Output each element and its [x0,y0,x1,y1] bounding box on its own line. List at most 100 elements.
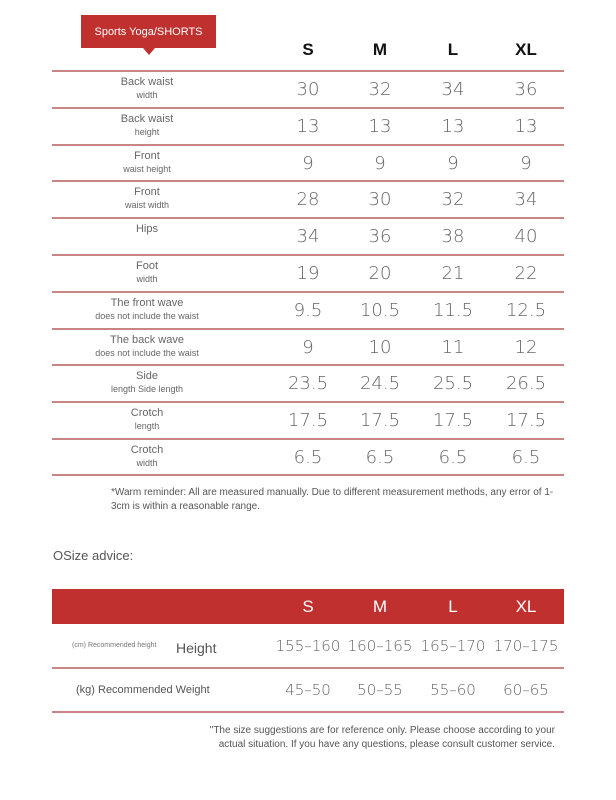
value-cell: 6.5 [511,447,541,468]
table-row: Back waist height 13 13 13 13 [52,106,564,144]
measurement-label: Back waist height [52,113,242,139]
weight-range: 60–65 [503,681,549,699]
height-range: 165–170 [420,637,486,655]
value-cell: 25.5 [432,373,474,395]
height-label: Height [176,640,217,656]
measurement-label: The back wave does not include the waist [52,334,242,360]
weight-range: 55–60 [430,681,476,699]
table-row: Side length Side length 23.5 24.5 25.5 26.5 [52,364,564,401]
height-row: (cm) Recommended height Height 155–160 16… [52,625,564,669]
measurement-label: Crotch width [52,444,242,470]
value-cell: 21 [441,263,465,284]
table-row: Front waist height 9 9 9 9 [52,143,564,181]
value-cell: 40 [514,226,538,248]
value-cell: 9.5 [293,299,323,321]
value-cell: 11 [441,336,465,358]
label-sub: does not include the waist [95,347,199,358]
value-cell: 34 [296,226,320,248]
value-cell: 9 [447,152,459,174]
value-cell: 23.5 [287,373,329,395]
table-bottom-rule [52,474,564,476]
value-cell: 9 [374,152,386,174]
value-cell: 17.5 [432,410,474,432]
value-cell: 36 [368,226,392,248]
value-cell: 38 [441,226,465,248]
value-cell: 6.5 [365,447,395,468]
label-sub: width [136,90,158,100]
measurement-label: Back waist width [52,76,242,102]
label-sub: length Side length [110,384,184,395]
value-cell: 13 [514,115,538,137]
measurement-label: Foot width [52,260,242,286]
value-cell: 34 [441,79,465,100]
weight-label: (kg) Recommended Weight [76,684,210,696]
label-sub: width [136,458,158,468]
value-cell: 9 [302,152,314,174]
label-sub: width [136,274,158,284]
weight-range: 50–55 [357,681,403,699]
value-cell: 6.5 [293,447,323,468]
size-advice-title: OSize advice: [53,548,134,563]
table-row: Back waist width 30 32 34 36 [52,70,564,107]
value-cell: 17.5 [359,410,401,432]
product-title-tab: Sports Yoga/SHORTS [81,15,216,55]
value-cell: 17.5 [287,410,329,432]
value-cell: 9 [520,152,532,174]
value-cell: 30 [296,79,320,100]
table-row: Crotch length 17.5 17.5 17.5 17.5 [52,401,564,438]
warm-reminder: *Warm reminder: All are measured manuall… [111,487,554,512]
value-cell: 9 [302,336,314,358]
table-row: Crotch width 6.5 6.5 6.5 6.5 [52,438,564,475]
label-sub: does not include the waist [95,310,199,321]
measurement-label: Front waist width [52,186,242,212]
label-main: Side [135,370,159,383]
advice-size-XL: XL [515,597,537,616]
size-header-L: L [447,40,459,59]
value-cell: 28 [296,189,320,211]
value-cell: 13 [441,115,465,137]
label-main: Back waist [120,76,174,88]
value-cell: 10 [368,336,392,358]
size-header-M: M [372,40,388,59]
measurement-label: The front wave does not include the waist [52,297,242,323]
label-main: Foot [135,260,158,272]
label-sub: waist height [123,163,171,174]
footnote: "The size suggestions are for reference … [209,725,555,750]
label-sub: length [134,421,160,432]
value-cell: 12 [514,336,538,358]
value-cell: 11.5 [432,299,474,321]
measurement-label: Front waist height [52,150,242,176]
label-main: Back waist [120,112,174,125]
value-cell: 26.5 [505,373,547,395]
label-main: The back wave [110,333,184,346]
weight-row: (kg) Recommended Weight 45–50 50–55 55–60 6… [52,669,564,713]
label-main: Front [134,186,160,199]
table-row: Front waist width 28 30 32 34 [52,180,564,217]
height-range: 170–175 [493,637,559,655]
value-cell: 32 [441,189,465,211]
value-cell: 10.5 [359,299,401,321]
value-cell: 13 [368,115,392,137]
measurement-label: Side length Side length [52,370,242,396]
label-sub: waist width [124,200,169,211]
value-cell: 22 [514,263,538,284]
size-header-XL: XL [515,40,537,59]
measurement-label: Hips [52,223,242,236]
label-sub: height [134,126,160,137]
advice-size-L: L [448,597,458,616]
table-row: Hips 34 36 38 40 [52,217,564,254]
height-range: 155–160 [275,637,341,655]
value-cell: 36 [514,79,538,100]
height-unit-label: (cm) Recommended height [72,642,157,649]
table-row: The front wave does not include the waist… [52,290,564,328]
value-cell: 30 [368,189,392,211]
advice-size-M: M [372,597,388,616]
label-main: Crotch [130,444,164,456]
value-cell: 34 [514,189,538,211]
label-main: The front wave [110,296,184,309]
label-main: Crotch [130,407,164,420]
value-cell: 17.5 [505,410,547,432]
advice-header-bar: S M L XL [52,589,564,624]
measurement-label: Crotch length [52,407,242,433]
value-cell: 32 [368,79,392,100]
